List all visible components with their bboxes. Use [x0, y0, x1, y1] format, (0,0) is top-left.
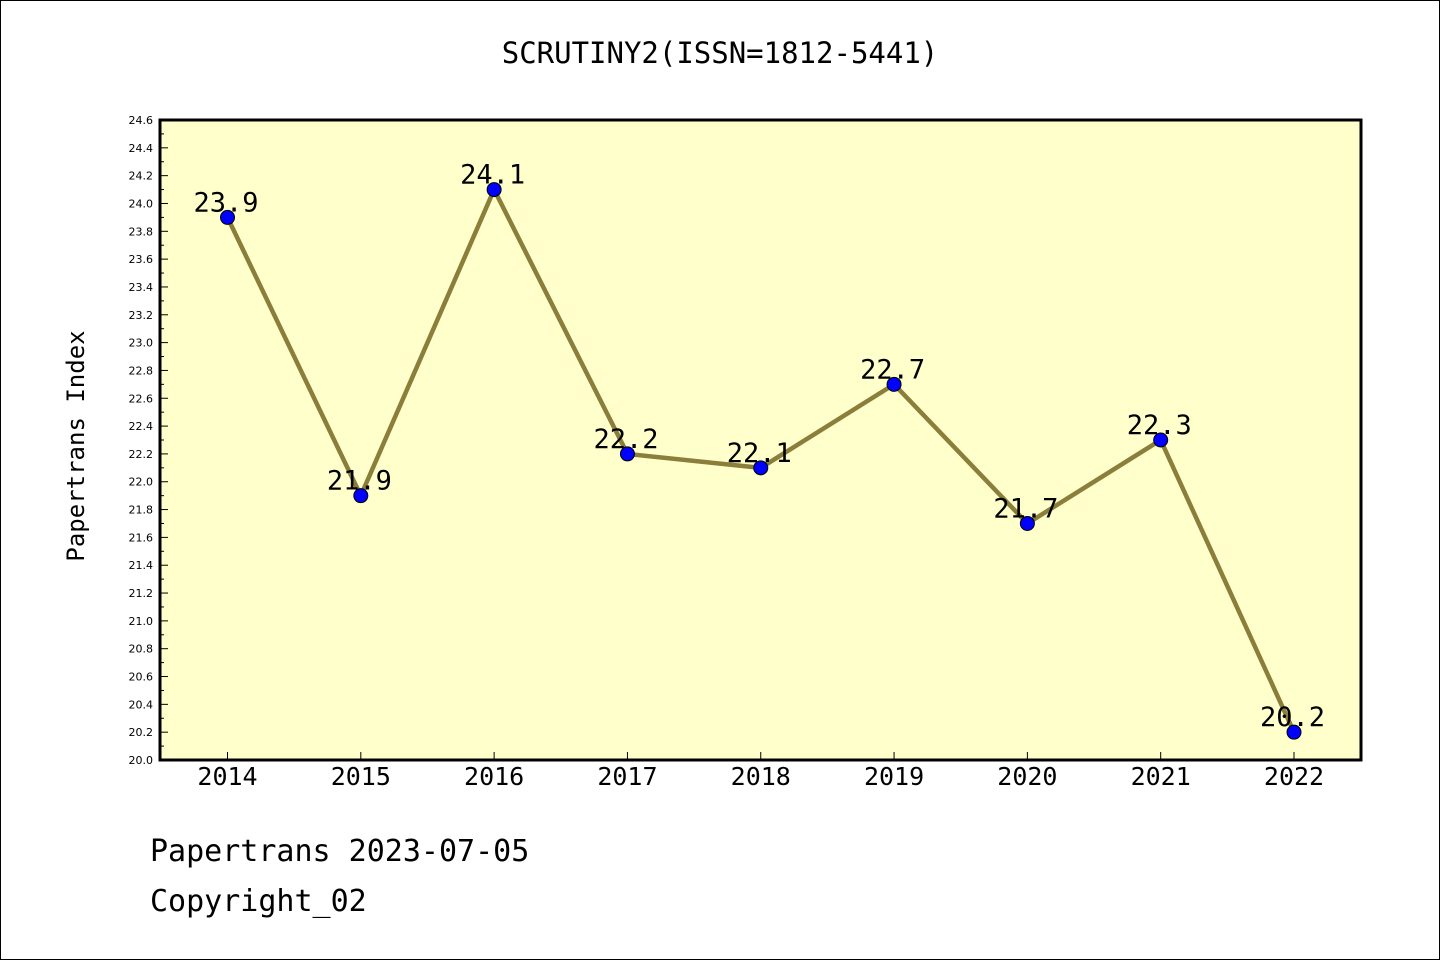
- data-point: [1153, 432, 1169, 448]
- y-tick-label: 24.0: [129, 197, 154, 210]
- x-tick-label: 2015: [331, 762, 391, 791]
- data-labels: 23.9 21.9 24.1 22.2 22.1 22.7 21.7 22.3 20.2: [194, 160, 1326, 734]
- data-point: [1019, 515, 1035, 531]
- y-tick-label: 22.6: [129, 392, 154, 405]
- data-label: 21.7: [993, 493, 1058, 524]
- data-label: 22.7: [860, 354, 925, 385]
- data-label: 22.3: [1127, 410, 1192, 441]
- data-label: 20.2: [1260, 702, 1325, 733]
- data-label: 22.1: [727, 438, 792, 469]
- x-tick-label: 2018: [731, 762, 791, 791]
- y-tick-label: 23.0: [129, 337, 154, 350]
- y-tick-label: 21.6: [129, 531, 154, 544]
- y-tick-label: 23.2: [129, 309, 154, 322]
- y-tick-label: 24.4: [129, 142, 154, 155]
- y-axis-ticks: 20.0 20.2 20.4 20.6 20.8 21.0 21.2 21.4 21.6 21.8…: [129, 114, 168, 767]
- y-tick-label: 23.8: [129, 225, 154, 238]
- x-axis-ticks: 2014 2015 2016 2017 2018 2019 2020 2021 2022: [197, 752, 1324, 791]
- data-point: [220, 209, 235, 225]
- y-tick-label: 23.4: [129, 281, 154, 294]
- y-tick-label: 24.2: [129, 170, 154, 183]
- y-tick-label: 22.8: [129, 364, 154, 377]
- footer-copyright: Copyright_02: [150, 884, 367, 919]
- data-point: [486, 182, 502, 198]
- y-tick-label: 20.0: [129, 754, 154, 767]
- data-point: [353, 488, 369, 504]
- y-tick-label: 20.6: [129, 671, 154, 684]
- data-point: [619, 446, 635, 462]
- y-tick-label: 22.4: [129, 420, 154, 433]
- data-point: [1286, 724, 1302, 740]
- y-tick-label: 21.2: [129, 587, 154, 600]
- data-label: 24.1: [460, 160, 525, 191]
- x-tick-label: 2019: [864, 762, 924, 791]
- y-tick-label: 21.4: [129, 559, 154, 572]
- chart-title: SCRUTINY2(ISSN=1812-5441): [501, 36, 939, 70]
- y-tick-label: 21.8: [129, 504, 154, 517]
- data-points: [220, 182, 1302, 740]
- y-tick-label: 22.2: [129, 448, 154, 461]
- x-tick-label: 2016: [464, 762, 524, 791]
- x-tick-label: 2014: [197, 762, 257, 791]
- y-tick-label: 22.0: [129, 476, 154, 489]
- x-tick-label: 2017: [597, 762, 657, 791]
- data-point: [886, 376, 902, 392]
- y-tick-label: 20.2: [129, 726, 154, 739]
- y-tick-label: 23.6: [129, 253, 154, 266]
- data-label: 21.9: [327, 466, 392, 497]
- x-tick-label: 2021: [1131, 762, 1191, 791]
- data-label: 23.9: [194, 187, 259, 218]
- x-tick-label: 2020: [997, 762, 1057, 791]
- y-tick-label: 20.8: [129, 643, 154, 656]
- y-tick-label: 24.6: [129, 114, 154, 127]
- data-point: [753, 460, 769, 476]
- y-tick-label: 20.4: [129, 698, 154, 711]
- data-label: 22.2: [593, 424, 658, 455]
- y-tick-label: 21.0: [129, 615, 154, 628]
- x-tick-label: 2022: [1264, 762, 1324, 791]
- footer-date: Papertrans 2023-07-05: [150, 834, 530, 869]
